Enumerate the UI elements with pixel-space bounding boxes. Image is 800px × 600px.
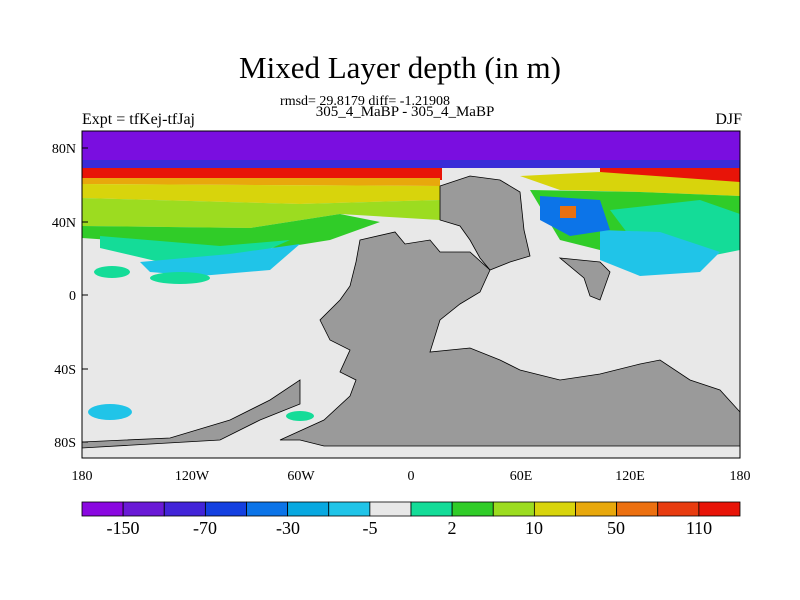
east-yellow [520,172,740,196]
colorbar-label: 110 [686,518,712,538]
lat-tick-label: 80N [52,142,76,157]
lon-tick-label: 120E [615,469,645,484]
colorbar-swatch [533,501,576,517]
pacific-teal-patch [150,272,210,284]
colorbar-swatch [410,501,453,517]
colorbar [81,501,741,517]
colorbar-label: 2 [448,518,457,538]
lon-axis: 180 120W 60W 0 60E 120E 180 [72,469,751,484]
colorbar-swatch [657,501,700,517]
south-cyan-patch [88,404,132,420]
colorbar-swatch [492,501,535,517]
colorbar-label: -30 [276,518,300,538]
lon-tick-label: 180 [72,469,93,484]
lon-tick-label: 0 [408,469,415,484]
pacific-green-patch [94,266,130,278]
lon-tick-label: 60E [510,469,533,484]
season-label: DJF [715,111,742,128]
east-orange-patch [560,206,576,218]
lat-tick-label: 80S [54,436,76,451]
land-eurasia [439,175,531,271]
east-cyan [600,230,720,276]
colorbar-swatch [122,501,165,517]
lon-tick-label: 180 [730,469,751,484]
green-band [82,198,440,228]
lon-tick-label: 120W [175,469,210,484]
figure-title: Mixed Layer depth (in m) [239,50,561,85]
colorbar-label: 10 [525,518,543,538]
colorbar-swatch [246,501,289,517]
lat-tick-label: 40N [52,216,76,231]
colorbar-label: -150 [107,518,140,538]
colorbar-swatch [328,501,371,517]
map-plot-area [81,130,741,459]
colorbar-swatch [451,501,494,517]
colorbar-label: -5 [363,518,378,538]
lat-tick-label: 0 [69,289,76,304]
lat-tick-label: 40S [54,363,76,378]
colorbar-swatch [698,501,741,517]
lon-tick-label: 60W [287,469,315,484]
south-teal-patch [286,411,314,421]
orange-band [82,178,440,186]
dark-green-band [82,214,380,248]
colorbar-labels: -150 -70 -30 -5 2 10 50 110 [107,518,713,538]
lat-axis: 80N 40N 0 40S 80S [52,142,88,451]
periods-line: 305_4_MaBP - 305_4_MaBP [315,104,495,120]
land-americas [279,231,741,447]
red-band [82,168,442,180]
experiment-label: Expt = tfKej-tfJaj [82,111,195,128]
colorbar-label: -70 [193,518,217,538]
colorbar-swatch [287,501,330,517]
cyan-patch [140,244,300,276]
colorbar-swatch [369,501,412,517]
colorbar-swatch [81,501,124,517]
stats-line: rmsd= 29.8179 diff= -1.21908 [280,94,450,109]
colorbar-swatch [616,501,659,517]
colorbar-label: 50 [607,518,625,538]
colorbar-swatch [575,501,618,517]
land-east-islands [558,257,611,301]
colorbar-swatch [163,501,206,517]
arctic-band-blue [82,160,740,168]
colorbar-swatch [204,501,247,517]
land-antarctic-strip [81,379,301,449]
yellow-band [82,184,440,204]
